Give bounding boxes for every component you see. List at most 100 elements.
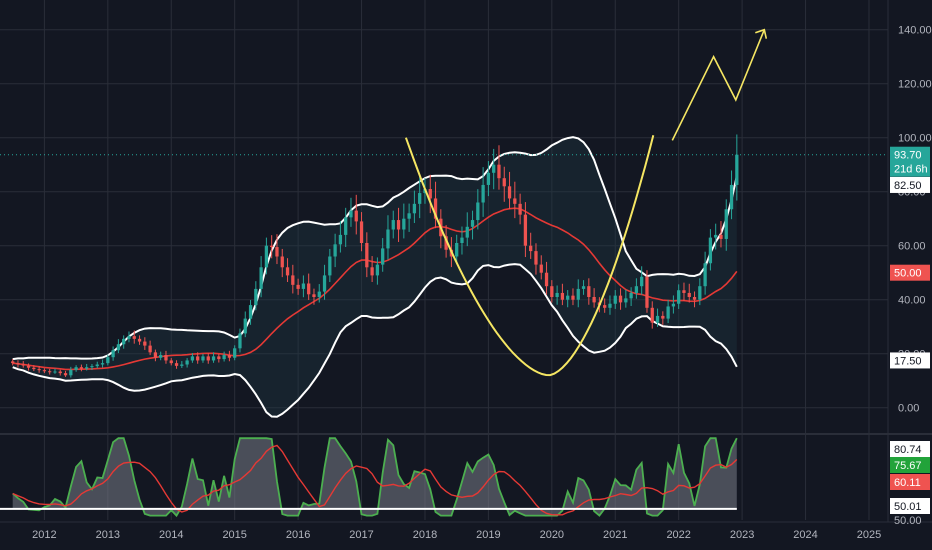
candle-body <box>233 348 237 358</box>
candle-body <box>470 220 475 227</box>
candle-body <box>280 256 284 268</box>
osc-tag-1-label: 75.67 <box>894 460 922 472</box>
candle-body <box>301 283 306 289</box>
candle-body <box>497 164 501 179</box>
x-tick-label: 2012 <box>32 529 56 541</box>
last-price-box <box>890 146 930 177</box>
candle-body <box>634 286 639 293</box>
osc-tag-2-box <box>890 474 930 490</box>
candle-body <box>724 209 728 239</box>
candle-body <box>349 210 353 218</box>
candle-body <box>396 220 401 230</box>
x-tick-label: 2021 <box>603 529 627 541</box>
x-tick-label: 2015 <box>222 529 246 541</box>
y-tick-label: 40.00 <box>898 295 926 307</box>
candle-body <box>603 305 607 308</box>
candle-body <box>333 244 337 257</box>
candle-body <box>180 364 184 366</box>
candle-body <box>714 234 718 238</box>
candlesticks <box>11 134 739 378</box>
candle-body <box>90 366 94 368</box>
candle-body <box>137 338 142 342</box>
candle-body <box>26 365 31 368</box>
osc-axis-label: 50.00 <box>894 515 922 527</box>
candle-body <box>143 341 147 346</box>
candle-body <box>185 360 189 365</box>
candle-body <box>592 297 596 303</box>
candle-body <box>381 248 385 265</box>
candle-body <box>650 307 654 323</box>
candle-body <box>455 243 459 257</box>
x-tick-label: 2022 <box>666 529 690 541</box>
candle-body <box>465 226 469 238</box>
y-tick-label: 60.00 <box>898 241 926 253</box>
candle-body <box>502 178 506 187</box>
price-tag-1: 50.00 <box>890 264 930 281</box>
last-price-countdown: 21d 6h <box>894 164 928 176</box>
candle-body <box>285 267 290 276</box>
bollinger-bands <box>0 136 888 418</box>
candle-body <box>85 367 89 369</box>
arrow-head <box>755 28 768 39</box>
candle-body <box>238 333 242 349</box>
osc-tag-2-label: 60.11 <box>894 477 921 489</box>
candle-body <box>296 284 300 289</box>
y-tick-label: 140.00 <box>898 25 932 37</box>
candle-body <box>581 286 586 289</box>
candle-body <box>391 220 395 230</box>
price-tag-0-label: 82.50 <box>894 180 922 192</box>
candle-body <box>42 370 47 372</box>
candle-body <box>370 267 374 276</box>
candle-body <box>95 364 99 367</box>
candle-body <box>555 292 559 297</box>
price-tag-1-label: 50.00 <box>894 268 922 280</box>
candle-body <box>322 275 327 292</box>
x-tick-label: 2016 <box>286 529 310 541</box>
lower-band-line <box>12 263 738 418</box>
candle-body <box>661 315 665 319</box>
candle-body <box>338 234 343 245</box>
candle-body <box>550 286 554 297</box>
candle-body <box>655 315 660 323</box>
candle-body <box>58 371 62 374</box>
candle-body <box>248 305 253 319</box>
candle-body <box>640 276 644 287</box>
candle-body <box>259 267 263 289</box>
price-tag-1-box <box>890 264 930 281</box>
candle-body <box>687 292 691 297</box>
x-tick-label: 2017 <box>349 529 373 541</box>
candle-body <box>375 264 380 276</box>
candle-body <box>486 172 491 185</box>
y-tick-label: 100.00 <box>898 133 932 145</box>
candle-body <box>544 272 549 287</box>
x-tick-label: 2020 <box>540 529 564 541</box>
x-tick-label: 2014 <box>159 529 183 541</box>
last-price-value: 93.70 <box>894 150 922 162</box>
candle-body <box>312 294 316 297</box>
band-fill <box>12 137 737 417</box>
candle-body <box>692 297 697 300</box>
candle-body <box>217 356 221 360</box>
osc-tag-3: 50.01 <box>890 498 930 514</box>
candle-body <box>344 217 348 235</box>
cup-arc <box>404 135 655 377</box>
osc-tag-3-label: 50.01 <box>894 501 922 513</box>
oscillator-ma-line <box>12 444 738 516</box>
candle-body <box>729 184 734 210</box>
candle-body <box>127 336 131 339</box>
candle-body <box>566 295 570 300</box>
last-price-tag: 93.70 21d 6h <box>890 146 930 177</box>
price-tag-0-box <box>890 176 930 193</box>
candle-body <box>307 283 311 295</box>
osc-tag-3-box <box>890 498 930 514</box>
candle-body <box>703 263 707 287</box>
candle-body <box>507 186 512 199</box>
candle-body <box>708 237 713 264</box>
candle-body <box>412 203 417 214</box>
candle-body <box>21 364 25 366</box>
candle-body <box>629 292 633 299</box>
candle-body <box>164 355 168 361</box>
candle-body <box>359 221 364 243</box>
